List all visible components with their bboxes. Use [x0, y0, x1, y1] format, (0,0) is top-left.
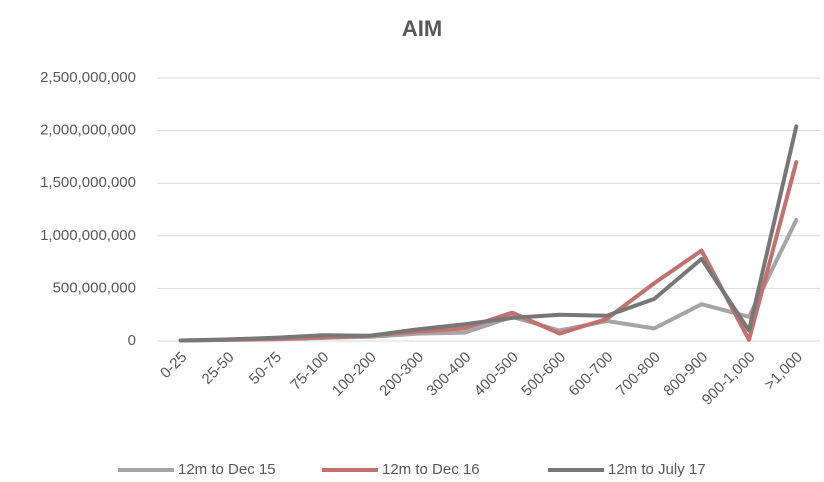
legend-label: 12m to Dec 15 [178, 461, 276, 478]
y-tick-label: 1,000,000,000 [40, 227, 136, 244]
legend-label: 12m to July 17 [608, 461, 706, 478]
x-tick-label: 0-25 [157, 349, 190, 382]
x-tick-label: >1,000 [761, 349, 806, 394]
x-tick-label: 75-100 [287, 349, 332, 394]
x-tick-label: 50-75 [246, 349, 285, 388]
legend-label: 12m to Dec 16 [382, 461, 480, 478]
x-tick-label: 25-50 [199, 349, 238, 388]
y-tick-label: 1,500,000,000 [40, 174, 136, 191]
y-tick-label: 2,000,000,000 [40, 122, 136, 139]
y-tick-label: 2,500,000,000 [40, 69, 136, 86]
x-tick-label: 700-800 [613, 349, 664, 400]
series-line [178, 124, 799, 343]
x-tick-label: 300-400 [424, 349, 475, 400]
x-tick-label: 100-200 [329, 349, 380, 400]
y-tick-label: 500,000,000 [53, 279, 136, 296]
x-tick-label: 200-300 [376, 349, 427, 400]
x-tick-label: 400-500 [471, 349, 522, 400]
chart-title: AIM [402, 16, 442, 41]
x-tick-label: 600-700 [566, 349, 617, 400]
y-tick-label: 0 [128, 332, 136, 349]
series-line [178, 160, 799, 343]
x-tick-label: 500-600 [518, 349, 569, 400]
